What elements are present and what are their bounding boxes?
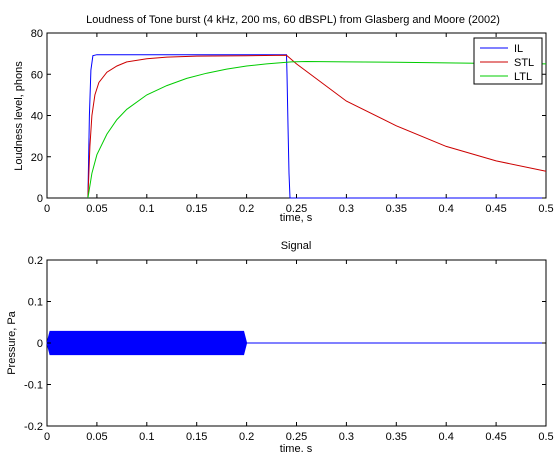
legend-label-ltl: LTL	[514, 71, 532, 83]
legend-label-stl: STL	[514, 57, 534, 69]
loudness-x-tick-label: 0.1	[139, 203, 154, 215]
loudness-y-tick-label: 60	[31, 69, 43, 81]
loudness-legend: IL STL LTL	[473, 37, 543, 85]
signal-y-tick-label: -0.1	[24, 380, 43, 392]
loudness-series-line-ltl	[87, 60, 547, 199]
signal-xlabel: time, s	[280, 443, 313, 452]
signal-x-tick-label: 0.05	[86, 431, 107, 443]
loudness-x-tick-label: 0.2	[239, 203, 254, 215]
signal-x-tick-label: 0.2	[239, 431, 254, 443]
loudness-series-group	[87, 54, 547, 199]
signal-x-tick-label: 0	[44, 431, 50, 443]
signal-y-tick-label: 0	[37, 338, 43, 350]
loudness-x-tick-label: 0.4	[439, 203, 454, 215]
signal-signal-waveform	[46, 330, 546, 356]
signal-ticks: 0 0.05 0.1 0.15 0.2 0.25 0.3 0.35 0.4 0.45 0.5 -0.2…	[24, 255, 554, 443]
loudness-x-tick-label: 0.05	[86, 203, 107, 215]
legend-label-il: IL	[514, 43, 523, 55]
signal-x-tick-label: 0.1	[139, 431, 154, 443]
signal-x-tick-label: 0.4	[439, 431, 454, 443]
loudness-x-tick-label: 0	[44, 203, 50, 215]
signal-x-tick-label: 0.15	[186, 431, 207, 443]
loudness-series-line-stl	[87, 54, 547, 199]
loudness-series-line-il	[87, 54, 546, 199]
signal-series-group	[46, 330, 546, 356]
signal-ylabel: Pressure, Pa	[6, 310, 18, 374]
loudness-x-tick-label: 0.15	[186, 203, 207, 215]
signal-x-tick-label: 0.3	[339, 431, 354, 443]
loudness-y-tick-label: 20	[31, 152, 43, 164]
loudness-axes-box	[46, 32, 547, 199]
signal-x-tick-label: 0.35	[386, 431, 407, 443]
signal-title: Signal	[281, 240, 312, 252]
signal-x-tick-label: 0.25	[286, 431, 307, 443]
loudness-title: Loudness of Tone burst (4 kHz, 200 ms, 6…	[86, 14, 500, 26]
loudness-x-tick-label: 0.3	[339, 203, 354, 215]
loudness-plot: Loudness of Tone burst (4 kHz, 200 ms, 6…	[13, 14, 554, 224]
loudness-y-tick-label: 80	[31, 28, 43, 40]
loudness-x-tick-label: 0.35	[386, 203, 407, 215]
loudness-x-tick-label: 0.45	[485, 203, 506, 215]
loudness-x-tick-label: 0.25	[286, 203, 307, 215]
signal-y-tick-label: 0.1	[28, 297, 43, 309]
signal-x-tick-label: 0.45	[485, 431, 506, 443]
signal-x-tick-label: 0.5	[538, 431, 553, 443]
loudness-y-tick-label: 40	[31, 111, 43, 123]
loudness-ylabel: Loudness level, phons	[13, 61, 25, 171]
signal-y-tick-label: -0.2	[24, 421, 43, 433]
loudness-y-tick-label: 0	[37, 193, 43, 205]
signal-plot: Signal 0 0.05 0.1 0.15 0.2 0.25 0.3 0.35 0.4 0.45…	[6, 240, 554, 452]
loudness-xlabel: time, s	[280, 212, 313, 224]
loudness-ticks: 0 0.05 0.1 0.15 0.2 0.25 0.3 0.35 0.4 0.45 0.5 0 20 4…	[31, 28, 554, 215]
loudness-x-tick-label: 0.5	[538, 203, 553, 215]
signal-y-tick-label: 0.2	[28, 255, 43, 267]
